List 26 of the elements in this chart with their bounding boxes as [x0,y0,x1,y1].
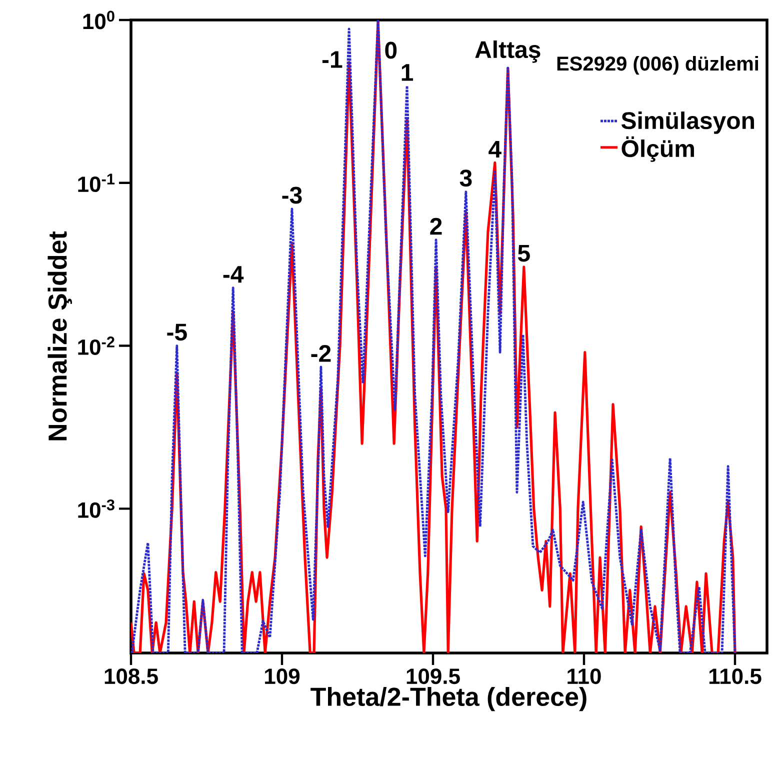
x-tick-label: 109 [265,668,300,684]
annotation: -5 [167,324,187,341]
annotation: 4 [488,141,502,158]
x-axis-title: Theta/2-Theta (derece) [310,686,586,712]
legend-label: Simülasyon [621,112,754,134]
y-tick-label: 10$^{-3}$ [78,499,114,518]
annotation: -2 [311,345,331,362]
x-tick-label: 110 [568,668,601,684]
annotation: -3 [282,186,302,204]
annotation: 5 [518,244,530,262]
y-tick-label: 10$^{-1}$ [78,174,115,192]
annotation: -4 [223,266,244,283]
annotation: 1 [402,64,414,81]
y-axis-title: Normalize Şiddet [48,231,72,440]
annotation: 0 [385,42,397,59]
x-tick-label: 110.5 [709,668,762,684]
legend-title: ES2929 (006) düzlemi [557,56,758,75]
x-tick-label: 108.5 [104,668,158,684]
y-tick-label: 10$^{-2}$ [78,336,114,356]
x-tick-label: 109.5 [406,668,460,684]
annotation: 3 [460,170,472,187]
legend-label: Ölçüm [622,136,694,162]
annotation: Alttaş [475,40,540,63]
y-tick-label: 10$^{0}$ [83,10,114,30]
annotation: 2 [430,218,442,235]
annotation: -1 [322,51,342,68]
